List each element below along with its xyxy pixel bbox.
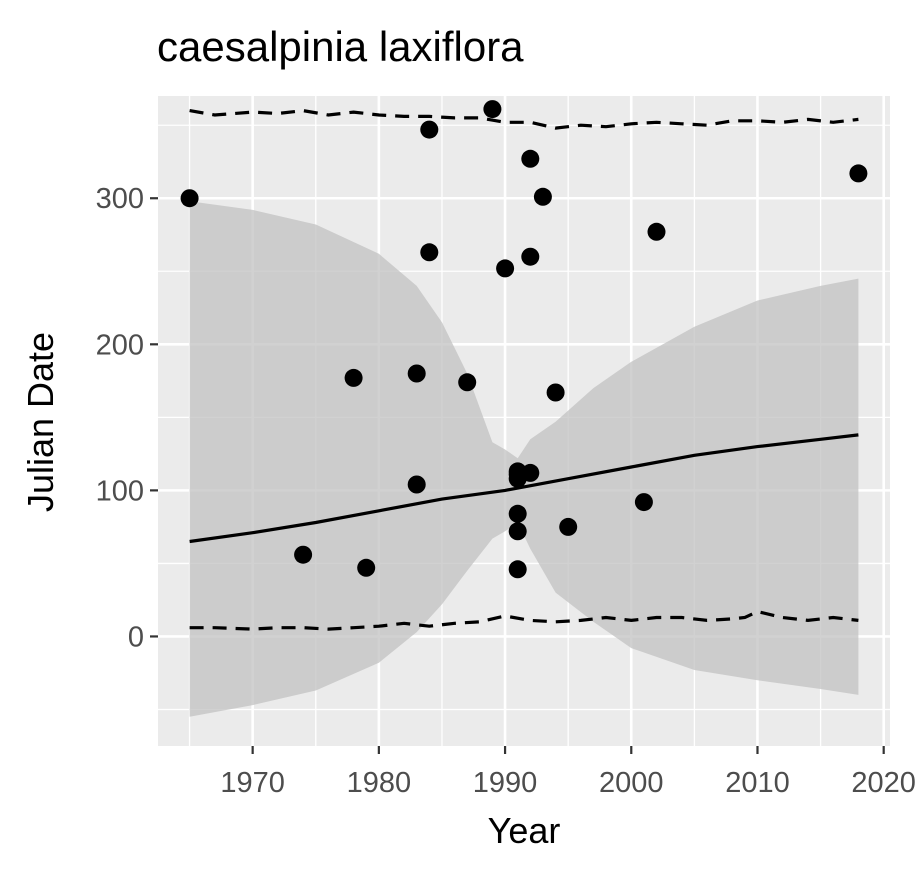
data-point bbox=[508, 560, 527, 579]
y-tick-label: 300 bbox=[96, 183, 144, 215]
data-point bbox=[420, 120, 439, 139]
x-tick-label: 2010 bbox=[725, 767, 790, 799]
data-point bbox=[496, 259, 515, 278]
x-tick-label: 2000 bbox=[599, 767, 664, 799]
data-point bbox=[533, 187, 552, 206]
x-tick-label: 1970 bbox=[220, 767, 285, 799]
data-point bbox=[420, 243, 439, 262]
data-point bbox=[647, 222, 666, 241]
data-point bbox=[521, 247, 540, 266]
fit-line bbox=[189, 433, 859, 544]
y-tick-label: 100 bbox=[96, 475, 144, 507]
y-tick-label: 200 bbox=[96, 329, 144, 361]
data-point bbox=[344, 368, 363, 387]
upper-dashed-line bbox=[189, 108, 859, 130]
data-point bbox=[357, 558, 376, 577]
x-tick-label: 1980 bbox=[347, 767, 412, 799]
data-point bbox=[849, 164, 868, 183]
data-point bbox=[458, 373, 477, 392]
y-axis-label: Julian Date bbox=[20, 332, 61, 512]
data-point bbox=[407, 364, 426, 383]
x-tick-label: 2020 bbox=[851, 767, 915, 799]
data-point bbox=[483, 100, 502, 119]
y-axis-ticks: 0 100 200 300 bbox=[96, 183, 158, 653]
data-point bbox=[521, 463, 540, 482]
data-point bbox=[294, 545, 313, 564]
chart-title: caesalpinia laxiflora bbox=[157, 23, 524, 70]
lower-dashed-line bbox=[189, 609, 859, 631]
data-point bbox=[508, 522, 527, 541]
data-point bbox=[521, 149, 540, 168]
y-tick-label: 0 bbox=[128, 621, 144, 653]
x-axis-ticks: 1970 1980 1990 2000 2010 2020 bbox=[220, 746, 915, 799]
data-points bbox=[180, 100, 868, 579]
confidence-band bbox=[189, 201, 859, 717]
x-axis-label: Year bbox=[488, 810, 561, 851]
x-tick-label: 1990 bbox=[473, 767, 538, 799]
data-point bbox=[508, 504, 527, 523]
data-point bbox=[546, 383, 565, 402]
data-point bbox=[407, 475, 426, 494]
data-point bbox=[634, 493, 653, 512]
data-point bbox=[180, 189, 199, 208]
data-point bbox=[559, 517, 578, 536]
